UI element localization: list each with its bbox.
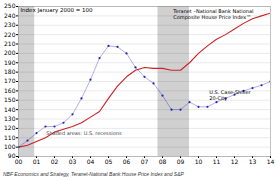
svg-text:190: 190 (4, 59, 16, 66)
svg-text:240: 240 (4, 12, 16, 19)
svg-text:210: 210 (4, 40, 16, 47)
svg-text:14: 14 (267, 158, 275, 165)
svg-text:130: 130 (4, 115, 16, 122)
svg-text:00: 00 (15, 158, 23, 165)
svg-text:10: 10 (195, 158, 203, 165)
svg-text:08: 08 (159, 158, 167, 165)
svg-text:06: 06 (123, 158, 131, 165)
svg-text:220: 220 (4, 31, 16, 38)
svg-text:04: 04 (87, 158, 95, 165)
svg-text:90: 90 (7, 152, 16, 160)
svg-text:01: 01 (33, 158, 41, 165)
svg-text:Index January 2000 = 100: Index January 2000 = 100 (21, 7, 94, 14)
svg-text:100: 100 (4, 143, 16, 150)
svg-text:U.S. Case-Shiller20-City: U.S. Case-Shiller20-City (209, 89, 251, 103)
svg-text:05: 05 (105, 158, 113, 165)
svg-text:03: 03 (69, 158, 77, 165)
svg-text:170: 170 (4, 77, 16, 84)
svg-text:12: 12 (231, 158, 239, 165)
svg-text:120: 120 (4, 124, 16, 131)
svg-text:140: 140 (4, 106, 16, 113)
svg-text:160: 160 (4, 87, 16, 94)
svg-text:250: 250 (4, 2, 16, 9)
svg-text:02: 02 (51, 158, 59, 165)
svg-text:09: 09 (177, 158, 185, 165)
html-text:NBF Economics and Strategy, Te: NBF Economics and Strategy, Teranet-Nati… (3, 171, 184, 177)
svg-text:Teranet –National Bank Nationa: Teranet –National Bank NationalComposite… (172, 8, 253, 22)
svg-text:07: 07 (141, 158, 149, 165)
svg-text:13: 13 (249, 158, 257, 165)
svg-text:11: 11 (213, 158, 221, 165)
svg-text:Shaded areas: U.S. recessions: Shaded areas: U.S. recessions (46, 130, 122, 136)
svg-text:200: 200 (4, 49, 16, 56)
svg-text:180: 180 (4, 68, 16, 75)
svg-text:150: 150 (4, 96, 16, 103)
svg-text:230: 230 (4, 21, 16, 28)
svg-text:110: 110 (4, 134, 16, 141)
